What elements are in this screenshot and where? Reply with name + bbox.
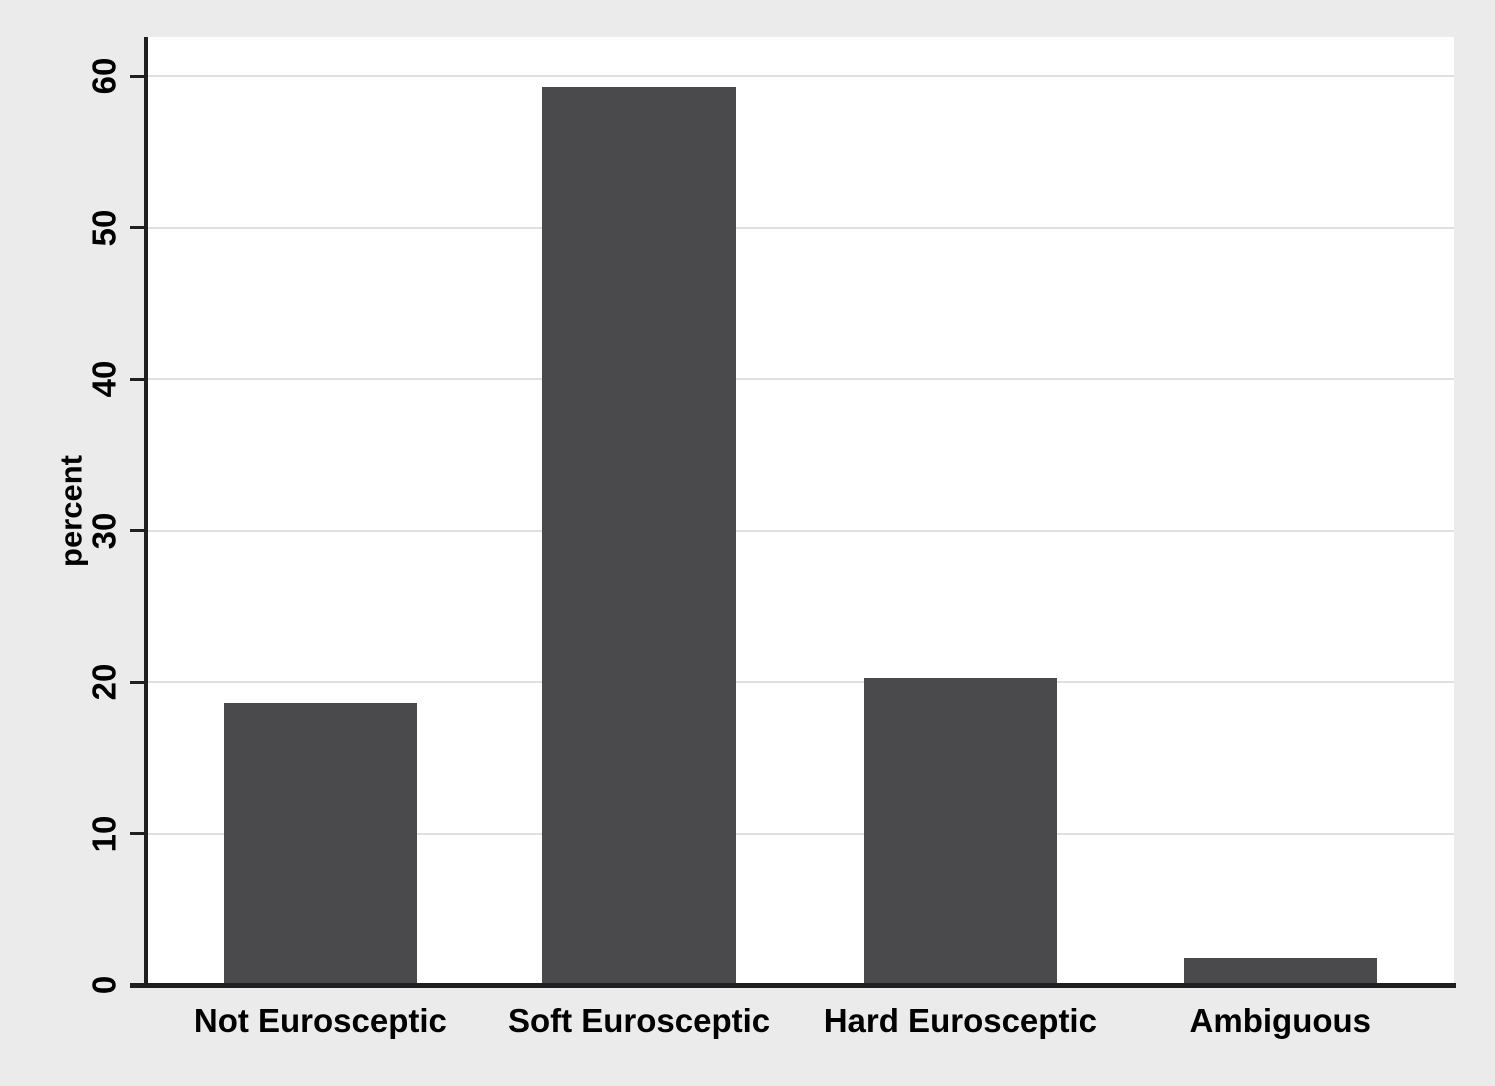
gridline-20 [148, 681, 1454, 684]
x-axis-label-hard-eurosceptic: Hard Eurosceptic [823, 1002, 1097, 1039]
bar-ambiguous [1183, 957, 1377, 985]
bar-not-eurosceptic [223, 703, 418, 985]
gridline-50 [148, 226, 1454, 229]
y-tick-0 [130, 983, 148, 987]
y-tick-60 [130, 74, 148, 78]
gridline-30 [148, 529, 1454, 532]
x-axis-line [130, 983, 1456, 988]
y-tick-label-10: 10 [85, 815, 123, 852]
bar-soft-eurosceptic [542, 86, 736, 985]
y-tick-10 [130, 832, 148, 836]
y-tick-label-40: 40 [85, 360, 123, 398]
x-axis-label-ambiguous: Ambiguous [1189, 1002, 1372, 1039]
y-tick-label-20: 20 [85, 663, 123, 701]
y-tick-50 [130, 226, 148, 230]
gridline-10 [148, 832, 1454, 835]
y-tick-label-0: 0 [85, 975, 123, 995]
plot-area [148, 37, 1454, 985]
gridline-40 [148, 378, 1454, 381]
x-axis-label-soft-eurosceptic: Soft Eurosceptic [507, 1002, 771, 1039]
y-tick-label-50: 50 [85, 209, 123, 247]
bar-hard-eurosceptic [863, 677, 1057, 985]
y-tick-label-60: 60 [85, 58, 123, 95]
y-tick-20 [130, 680, 148, 684]
y-axis-line [144, 37, 148, 985]
y-axis-title: percent [53, 455, 89, 567]
y-tick-label-30: 30 [85, 512, 123, 550]
gridline-60 [148, 75, 1454, 78]
x-axis-label-not-eurosceptic: Not Eurosceptic [193, 1002, 447, 1039]
y-tick-30 [130, 529, 148, 533]
y-tick-40 [130, 377, 148, 381]
